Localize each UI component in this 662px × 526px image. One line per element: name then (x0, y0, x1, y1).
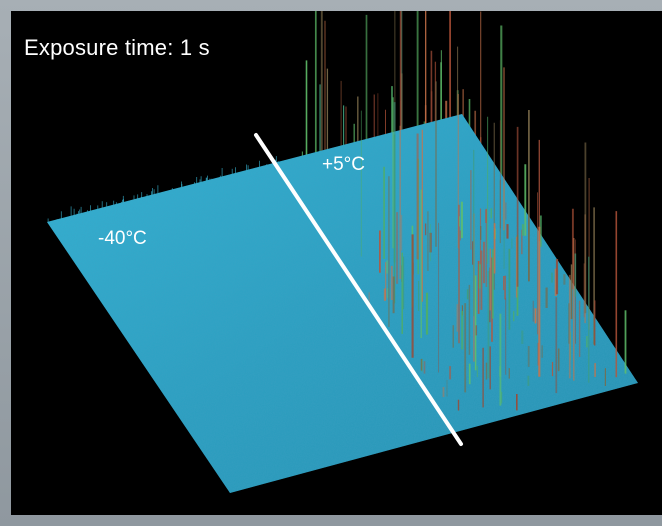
temperature-divider-line (254, 133, 463, 446)
cold-temperature-label: -40°C (98, 228, 147, 249)
surface-grain (47, 114, 638, 493)
warm-temperature-label: +5°C (322, 154, 365, 175)
warm-side-noise-spikes-front (360, 67, 627, 411)
exposure-time-label: Exposure time: 1 s (24, 35, 210, 60)
noise-surface-3d (47, 11, 638, 493)
sensor-noise-plot: Exposure time: 1 s +5°C -40°C (11, 11, 662, 515)
